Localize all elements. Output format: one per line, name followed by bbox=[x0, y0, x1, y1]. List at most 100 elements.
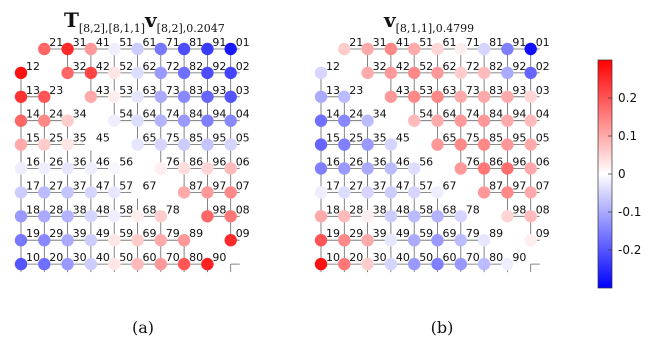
lattice-node bbox=[477, 114, 491, 127]
lattice-node bbox=[501, 42, 514, 56]
lattice-node-label: 45 bbox=[396, 132, 410, 145]
lattice-node-label: 98 bbox=[512, 203, 526, 216]
lattice-node-label: 34 bbox=[373, 108, 387, 121]
lattice-node-label: 06 bbox=[236, 156, 250, 169]
lattice-node-label: 59 bbox=[419, 227, 433, 240]
lattice-node bbox=[384, 90, 398, 104]
lattice-node bbox=[84, 186, 98, 199]
panel-a-title-main-sub: [8,2],[8,1,1] bbox=[79, 22, 145, 35]
lattice-node-label: 46 bbox=[396, 156, 410, 169]
lattice-node bbox=[108, 162, 121, 175]
lattice-node-label: 06 bbox=[536, 156, 550, 169]
lattice-node-label: 35 bbox=[373, 132, 387, 145]
lattice-node bbox=[477, 90, 491, 104]
lattice-node bbox=[314, 234, 328, 247]
lattice-node bbox=[338, 42, 351, 56]
lattice-node bbox=[361, 234, 374, 247]
colorbar: 0.2 0.1 0 -0.1 -0.2 bbox=[597, 59, 641, 289]
lattice-node bbox=[338, 186, 351, 199]
lattice-node-label: 02 bbox=[536, 60, 550, 73]
lattice-node bbox=[361, 162, 374, 175]
lattice-node bbox=[154, 114, 167, 127]
lattice-node-label: 41 bbox=[396, 36, 410, 49]
lattice-node bbox=[501, 66, 514, 80]
lattice-node bbox=[61, 210, 74, 223]
lattice-node-label: 95 bbox=[212, 132, 226, 145]
lattice-node-label: 63 bbox=[443, 84, 457, 97]
panel-b-title: v[8,1,1],0.4799 bbox=[383, 8, 474, 35]
lattice-node bbox=[14, 90, 28, 104]
lattice-node-label: 32 bbox=[73, 60, 87, 73]
lattice-node-label: 71 bbox=[166, 36, 180, 49]
lattice-node bbox=[524, 66, 537, 80]
lattice-node bbox=[431, 138, 444, 151]
lattice-node bbox=[408, 162, 421, 175]
lattice-node-label: 64 bbox=[143, 108, 157, 121]
lattice-node-label: 12 bbox=[326, 60, 340, 73]
lattice-node bbox=[108, 66, 121, 80]
lattice-node-label: 16 bbox=[326, 156, 340, 169]
panel-b-title-main: v bbox=[383, 8, 397, 32]
panel-a-title-sec-sub: [8,2],0.2047 bbox=[157, 22, 225, 35]
lattice-node-label: 78 bbox=[166, 203, 180, 216]
lattice-node bbox=[201, 257, 214, 271]
lattice-node-label: 34 bbox=[73, 108, 87, 121]
colorbar-tick-label: 0.1 bbox=[618, 129, 637, 143]
lattice-node bbox=[131, 138, 144, 151]
lattice-node-label: 45 bbox=[96, 132, 110, 145]
lattice-node bbox=[454, 138, 467, 151]
lattice-node bbox=[314, 257, 328, 271]
panel-b-caption: (b) bbox=[431, 318, 454, 337]
lattice-node-label: 49 bbox=[396, 227, 410, 240]
lattice-node bbox=[338, 257, 351, 271]
lattice-node-label: 24 bbox=[49, 108, 63, 121]
lattice-node-label: 41 bbox=[96, 36, 110, 49]
colorbar-tick-label: -0.1 bbox=[618, 205, 641, 219]
lattice-node-label: 50 bbox=[119, 251, 133, 264]
lattice-node bbox=[224, 90, 237, 104]
lattice-node bbox=[38, 162, 51, 175]
lattice-node bbox=[201, 162, 214, 175]
lattice-node bbox=[14, 138, 28, 151]
lattice-node bbox=[454, 234, 467, 247]
lattice-node-label: 62 bbox=[443, 60, 457, 73]
lattice-node bbox=[177, 42, 191, 56]
lattice-node-label: 31 bbox=[73, 36, 87, 49]
lattice-node bbox=[177, 114, 191, 127]
lattice-node bbox=[501, 138, 514, 151]
lattice-node bbox=[361, 257, 374, 271]
lattice-node bbox=[201, 114, 214, 127]
lattice-node-label: 01 bbox=[536, 36, 550, 49]
lattice-node bbox=[224, 114, 237, 127]
lattice-node bbox=[177, 186, 191, 199]
lattice-node bbox=[408, 114, 421, 127]
lattice-node bbox=[224, 162, 237, 175]
lattice-node-label: 82 bbox=[489, 60, 503, 73]
lattice-node bbox=[224, 66, 237, 80]
lattice-node-label: 68 bbox=[143, 203, 157, 216]
lattice-node-label: 64 bbox=[443, 108, 457, 121]
lattice-node-label: 43 bbox=[96, 84, 110, 97]
lattice-node-label: 39 bbox=[73, 227, 87, 240]
lattice-node-label: 89 bbox=[489, 227, 503, 240]
lattice-node bbox=[61, 42, 74, 56]
lattice-node bbox=[177, 257, 191, 271]
lattice-node-label: 52 bbox=[419, 60, 433, 73]
lattice-node-label: 50 bbox=[419, 251, 433, 264]
lattice-node-label: 76 bbox=[466, 156, 480, 169]
lattice-node-label: 81 bbox=[489, 36, 503, 49]
lattice-node bbox=[524, 234, 537, 247]
lattice-node-label: 67 bbox=[143, 179, 157, 192]
lattice-node bbox=[201, 138, 214, 151]
lattice-node-label: 19 bbox=[26, 227, 40, 240]
lattice-node-label: 56 bbox=[119, 156, 133, 169]
lattice-node-label: 94 bbox=[212, 108, 226, 121]
lattice-node bbox=[501, 210, 514, 223]
lattice-node-label: 47 bbox=[96, 179, 110, 192]
lattice-node-label: 83 bbox=[489, 84, 503, 97]
lattice-node bbox=[84, 90, 98, 104]
lattice-node-label: 17 bbox=[326, 179, 340, 192]
lattice-node bbox=[154, 138, 167, 151]
lattice-node bbox=[61, 257, 74, 271]
lattice-node bbox=[501, 162, 514, 175]
